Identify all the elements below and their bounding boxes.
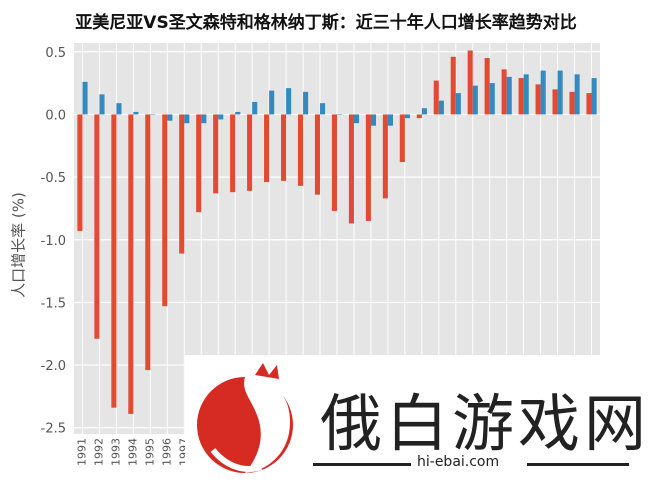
bar-series-2-2013 bbox=[455, 93, 461, 115]
bar-series-1-2008 bbox=[365, 114, 371, 221]
bar-series-1-1999 bbox=[213, 114, 219, 194]
bar-series-2-2006 bbox=[337, 114, 343, 115]
watermark-text: 俄白游戏网 bbox=[320, 387, 651, 460]
bar-series-2-1992 bbox=[99, 94, 105, 115]
bar-series-2-2005 bbox=[320, 103, 326, 115]
bar-series-1-2020 bbox=[569, 91, 575, 115]
bars bbox=[77, 50, 597, 414]
x-tick-label: 1996 bbox=[160, 438, 173, 466]
y-tick-label: -1.5 bbox=[41, 296, 66, 311]
bar-series-1-2019 bbox=[552, 89, 558, 115]
bar-series-2-1998 bbox=[201, 114, 207, 124]
bar-series-1-1997 bbox=[179, 114, 185, 254]
chart-title: 亚美尼亚VS圣文森特和格林纳丁斯：近三十年人口增长率趋势对比 bbox=[75, 13, 577, 33]
bar-series-2-2015 bbox=[489, 83, 495, 115]
bar-series-1-2014 bbox=[467, 50, 473, 115]
watermark-url: hi-ebai.com bbox=[417, 454, 500, 470]
bar-series-2-2020 bbox=[574, 74, 580, 115]
bar-series-2-1991 bbox=[82, 81, 88, 115]
bar-series-1-1994 bbox=[128, 114, 134, 414]
watermark-divider-right bbox=[527, 463, 629, 466]
y-tick-label: -1.0 bbox=[41, 234, 66, 249]
bar-series-2-2003 bbox=[286, 88, 292, 115]
x-tick-labels: 1991 1992 1993 1994 1995 1996 1997 bbox=[75, 438, 190, 466]
bar-series-1-2021 bbox=[586, 93, 592, 115]
bar-series-1-2003 bbox=[281, 114, 287, 181]
bar-series-1-2006 bbox=[331, 114, 337, 211]
bar-series-1-2016 bbox=[501, 69, 507, 115]
bar-series-2-1995 bbox=[150, 114, 156, 115]
x-tick-label: 1993 bbox=[109, 438, 122, 466]
bar-series-1-1993 bbox=[111, 114, 117, 408]
bar-series-1-2017 bbox=[518, 78, 524, 115]
rooster-logo-icon bbox=[197, 363, 293, 473]
bar-series-2-1993 bbox=[116, 103, 122, 115]
bar-series-1-2010 bbox=[399, 114, 405, 163]
bar-series-1-1995 bbox=[145, 114, 151, 371]
y-tick-label: -0.5 bbox=[41, 171, 66, 186]
watermark-divider-left bbox=[313, 463, 411, 466]
bar-series-2-2009 bbox=[387, 114, 393, 126]
bar-series-1-2004 bbox=[297, 114, 304, 186]
bar-series-2-2007 bbox=[353, 114, 360, 124]
bar-series-2-2000 bbox=[235, 111, 241, 115]
bar-series-1-2001 bbox=[247, 114, 253, 191]
bar-series-2-2002 bbox=[269, 90, 275, 115]
bar-series-1-1991 bbox=[77, 114, 83, 231]
y-tick-label: 0.0 bbox=[45, 108, 66, 123]
x-tick-label: 1994 bbox=[126, 438, 139, 466]
bar-series-2-2019 bbox=[557, 70, 563, 115]
bar-series-2-1999 bbox=[218, 114, 224, 120]
bar-series-1-2015 bbox=[484, 58, 490, 115]
bar-series-1-2007 bbox=[348, 114, 354, 224]
bar-series-1-2002 bbox=[264, 114, 270, 183]
y-tick-label: -2.5 bbox=[41, 422, 66, 437]
bar-series-1-2013 bbox=[450, 56, 456, 115]
x-tick-label: 1992 bbox=[92, 438, 105, 466]
bar-series-2-2001 bbox=[252, 101, 258, 115]
bar-series-2-2021 bbox=[591, 78, 597, 115]
bar-series-1-1998 bbox=[196, 114, 202, 213]
y-tick-labels: 0.5 0.0 -0.5 -1.0 -1.5 -2.0 -2.5 bbox=[41, 46, 66, 437]
bar-series-1-1996 bbox=[162, 114, 168, 307]
x-tick-label: 1995 bbox=[143, 438, 156, 466]
y-axis-label-wrap: 人口增长率 (%) bbox=[10, 192, 28, 298]
watermark: 俄白游戏网 hi-ebai.com bbox=[185, 355, 652, 500]
bar-series-2-2017 bbox=[523, 74, 529, 115]
bar-series-2-2010 bbox=[404, 114, 410, 119]
bar-series-1-2005 bbox=[314, 114, 321, 195]
x-tick-label: 1991 bbox=[75, 438, 88, 466]
bar-series-2-2011 bbox=[421, 108, 427, 115]
bar-series-2-2014 bbox=[472, 85, 478, 115]
bar-series-1-2000 bbox=[230, 114, 236, 193]
bar-series-2-2008 bbox=[370, 114, 377, 126]
bar-series-1-2009 bbox=[382, 114, 388, 199]
bar-series-1-2011 bbox=[416, 114, 422, 119]
y-tick-label: 0.5 bbox=[45, 46, 66, 61]
bar-series-2-2016 bbox=[506, 76, 512, 115]
bar-series-2-1994 bbox=[133, 111, 139, 115]
bar-series-1-1992 bbox=[94, 114, 100, 339]
y-tick-label: -2.0 bbox=[41, 359, 66, 374]
bar-series-1-2018 bbox=[535, 84, 541, 115]
bar-series-1-2012 bbox=[433, 80, 439, 115]
bar-series-2-2018 bbox=[540, 70, 546, 115]
y-axis-label: 人口增长率 (%) bbox=[10, 192, 28, 298]
bar-series-2-2012 bbox=[438, 100, 444, 115]
bar-series-2-1997 bbox=[184, 114, 190, 124]
bar-series-2-1996 bbox=[167, 114, 173, 121]
bar-series-2-2004 bbox=[303, 91, 309, 115]
